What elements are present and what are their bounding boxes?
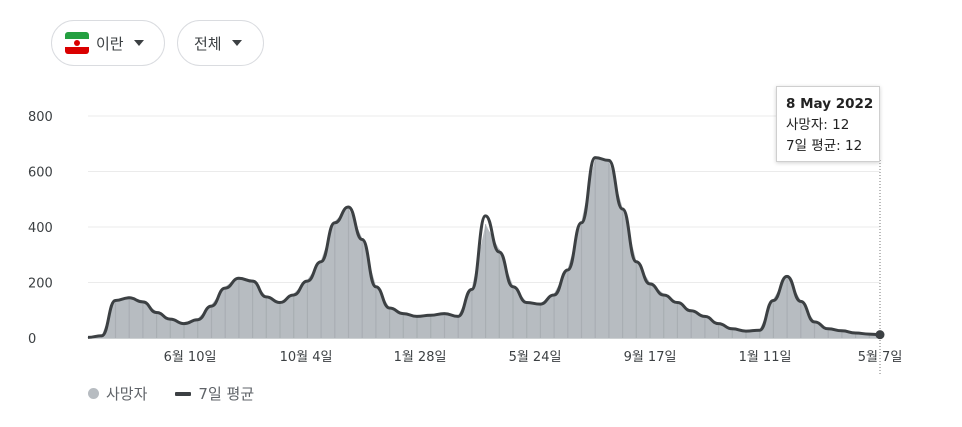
- deaths-bar: [526, 301, 528, 338]
- seven-day-average-line: [87, 156, 881, 339]
- deaths-bar: [690, 310, 692, 339]
- legend-average[interactable]: 7일 평균: [198, 385, 255, 403]
- deaths-bar: [580, 221, 583, 338]
- legend-deaths[interactable]: 사망자: [106, 385, 148, 403]
- deaths-bar: [868, 334, 870, 338]
- deaths-bar: [347, 207, 350, 338]
- deaths-bar: [169, 318, 171, 338]
- deaths-bar: [676, 301, 678, 338]
- deaths-bar: [731, 328, 733, 338]
- x-tick-label: 5월 24일: [509, 350, 562, 365]
- tooltip-average-value: 12: [844, 138, 863, 154]
- legend-dot-icon: [88, 388, 99, 399]
- deaths-bar: [539, 303, 541, 338]
- deaths-bar: [320, 260, 322, 338]
- tooltip-deaths-value: 12: [832, 117, 850, 133]
- deaths-bar: [608, 160, 610, 338]
- deaths-bar: [430, 314, 432, 338]
- tooltip-deaths: 사망자: 12: [786, 117, 850, 133]
- y-tick-label: 0: [28, 332, 36, 347]
- deaths-bar: [142, 300, 144, 338]
- deaths-bar: [389, 307, 391, 338]
- deaths-bar: [457, 315, 459, 338]
- y-tick-label: 400: [28, 221, 53, 236]
- deaths-bar: [567, 268, 569, 338]
- daily-deaths-area: [88, 157, 880, 338]
- deaths-bar: [238, 276, 240, 338]
- deaths-bar: [718, 322, 720, 338]
- x-tick-label: 9월 17일: [624, 350, 677, 365]
- deaths-bar: [334, 221, 336, 338]
- deaths-bar: [498, 249, 500, 338]
- deaths-bar: [416, 315, 418, 338]
- deaths-bar: [649, 282, 651, 338]
- deaths-bar: [485, 224, 487, 338]
- x-tick-label: 10월 4일: [280, 350, 333, 365]
- country-label: 이란: [96, 34, 124, 53]
- deaths-bar: [375, 285, 377, 338]
- deaths-bar: [265, 296, 267, 338]
- deaths-bar: [471, 288, 473, 338]
- x-tick-label: 1월 11일: [739, 350, 792, 365]
- deaths-bar: [622, 207, 624, 338]
- deaths-bar: [114, 299, 117, 338]
- tooltip-deaths-label: 사망자: [786, 117, 824, 133]
- deaths-bar: [156, 311, 158, 338]
- tooltip-average-label: 7일 평균: [786, 138, 837, 154]
- country-selector[interactable]: 이란: [51, 20, 165, 66]
- legend-line-icon: [175, 391, 192, 396]
- chart-legend: 사망자 7일 평균: [88, 383, 254, 404]
- deaths-bar: [663, 293, 665, 338]
- deaths-bar: [293, 293, 295, 338]
- y-tick-label: 200: [28, 277, 53, 292]
- chevron-down-icon: [133, 40, 144, 46]
- deaths-bar: [800, 300, 802, 338]
- x-tick-label: 5월 7일: [858, 350, 903, 365]
- deaths-bar: [704, 315, 706, 338]
- deaths-bar: [512, 285, 514, 338]
- deaths-bar: [210, 304, 213, 338]
- chevron-down-icon: [231, 40, 242, 46]
- deaths-bar: [745, 330, 747, 338]
- range-label: 전체: [194, 34, 222, 53]
- y-tick-label: 600: [28, 166, 53, 181]
- deaths-bar: [361, 238, 363, 338]
- tooltip-average: 7일 평균: 12: [786, 138, 863, 154]
- deaths-bar: [827, 328, 829, 338]
- x-tick-label: 1월 28일: [394, 350, 447, 365]
- deaths-bar: [553, 293, 555, 338]
- deaths-bar: [813, 321, 816, 338]
- deaths-bar: [772, 299, 774, 338]
- deaths-bar: [841, 330, 843, 338]
- chart-tooltip: 8 May 2022 사망자: 12 7일 평균: 12: [776, 86, 880, 162]
- x-tick-label: 6월 10일: [164, 350, 217, 365]
- deaths-bar: [279, 301, 281, 338]
- deaths-bar: [252, 279, 254, 338]
- deaths-bar: [183, 322, 185, 338]
- deaths-bar: [224, 286, 226, 338]
- deaths-bar: [635, 260, 637, 338]
- deaths-bar: [443, 313, 446, 338]
- iran-flag-icon: [65, 32, 89, 54]
- deaths-bar: [759, 329, 761, 338]
- deaths-bar: [594, 157, 596, 338]
- deaths-bar: [128, 296, 130, 338]
- tooltip-date: 8 May 2022: [786, 96, 874, 112]
- deaths-bar: [786, 275, 788, 338]
- deaths-bar: [855, 332, 857, 338]
- deaths-bar: [306, 279, 308, 338]
- y-tick-label: 800: [28, 110, 53, 125]
- hover-point-marker: [875, 330, 885, 340]
- deaths-bar: [197, 318, 199, 338]
- deaths-bar: [402, 313, 404, 338]
- range-selector[interactable]: 전체: [177, 20, 264, 66]
